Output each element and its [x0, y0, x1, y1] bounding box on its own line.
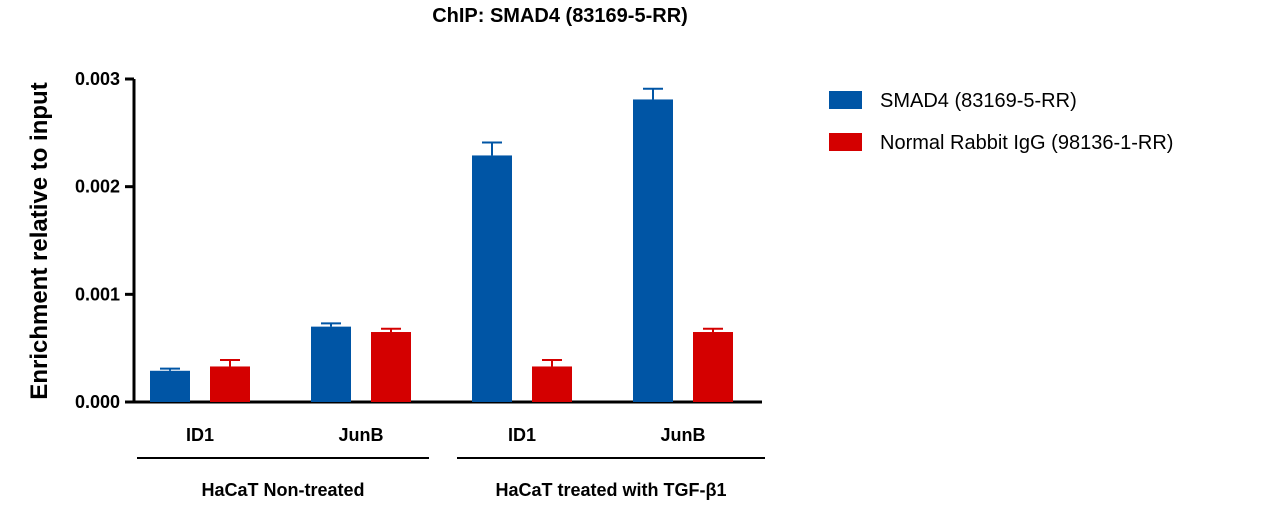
y-axis-label: Enrichment relative to input: [26, 82, 53, 399]
bar: [532, 366, 572, 402]
chart-title: ChIP: SMAD4 (83169-5-RR): [432, 5, 688, 27]
x-tick-labels: ID1 JunB ID1 JunB: [186, 425, 706, 445]
y-tick-label: 0.001: [75, 284, 120, 304]
legend-swatch: [829, 91, 862, 109]
y-tick-label: 0.002: [75, 177, 120, 197]
legend: SMAD4 (83169-5-RR) Normal Rabbit IgG (981…: [829, 90, 1173, 154]
group-label: HaCaT Non-treated: [201, 480, 364, 500]
bar: [150, 370, 190, 402]
y-tick-label: 0.003: [75, 69, 120, 89]
bar: [210, 366, 250, 402]
x-tick-label: ID1: [186, 425, 214, 445]
bar: [311, 326, 351, 402]
bar: [371, 332, 411, 402]
legend-swatch: [829, 133, 862, 151]
bar: [693, 332, 733, 402]
group-labels: HaCaT Non-treated HaCaT treated with TGF-…: [137, 457, 765, 500]
bar: [633, 99, 673, 402]
y-axis: 0.000 0.001 0.002 0.003: [75, 69, 136, 412]
legend-label: Normal Rabbit IgG (98136-1-RR): [880, 132, 1173, 154]
bar: [472, 155, 512, 402]
x-tick-label: JunB: [661, 425, 706, 445]
legend-label: SMAD4 (83169-5-RR): [880, 90, 1077, 112]
group-label: HaCaT treated with TGF-β1: [495, 480, 726, 500]
x-tick-label: ID1: [508, 425, 536, 445]
y-tick-label: 0.000: [75, 392, 120, 412]
x-tick-label: JunB: [339, 425, 384, 445]
bars: [150, 87, 733, 402]
